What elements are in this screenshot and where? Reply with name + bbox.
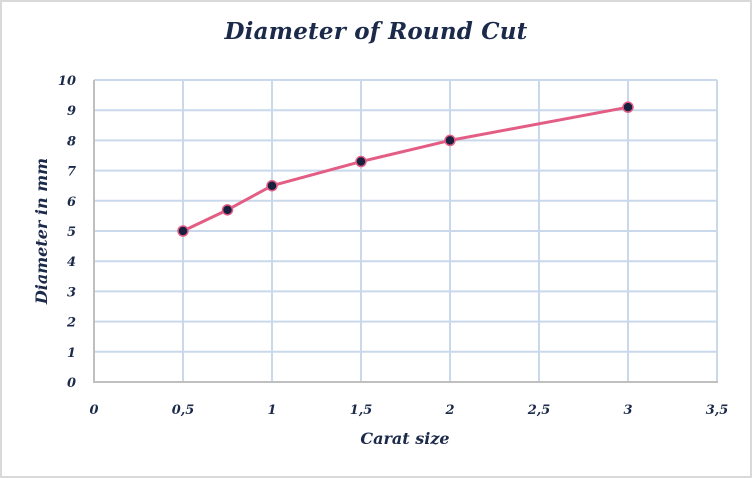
- y-axis-title: Diameter in mm: [32, 158, 51, 305]
- data-point-marker: [266, 179, 278, 192]
- x-tick-label: 0: [89, 403, 98, 418]
- x-tick-label: 1,5: [350, 403, 373, 418]
- chart-title: Diameter of Round Cut: [224, 18, 528, 45]
- y-tick-label: 6: [67, 195, 76, 210]
- y-tick-label: 1: [67, 346, 76, 361]
- y-tick-label: 10: [58, 74, 76, 89]
- y-axis-ticks: 0 1 2 3 4 5 6 7 8 9 10: [58, 74, 76, 391]
- x-tick-label: 1: [267, 403, 276, 418]
- data-point-marker: [177, 225, 189, 237]
- x-tick-label: 2,5: [527, 403, 551, 418]
- x-axis-title: Carat size: [360, 429, 449, 448]
- x-tick-label: 2: [444, 403, 454, 418]
- y-tick-label: 4: [67, 255, 76, 270]
- data-point-marker: [355, 155, 367, 168]
- data-point-marker: [444, 134, 456, 147]
- x-tick-label: 3: [623, 403, 632, 418]
- y-tick-label: 5: [67, 225, 76, 240]
- y-tick-label: 8: [67, 134, 76, 149]
- series-line: [182, 105, 629, 233]
- gridlines: [94, 79, 718, 382]
- x-tick-label: 3,5: [706, 403, 729, 418]
- y-tick-label: 7: [67, 165, 76, 180]
- x-axis-ticks: 0 0,5 1 1,5 2 2,5 3 3,5: [89, 403, 728, 418]
- y-tick-label: 9: [67, 104, 76, 119]
- data-point-marker: [622, 101, 634, 113]
- y-tick-label: 0: [67, 376, 76, 391]
- y-tick-label: 3: [67, 285, 76, 300]
- y-tick-label: 2: [66, 316, 76, 331]
- data-series: [177, 101, 634, 237]
- x-tick-label: 0,5: [172, 403, 195, 418]
- axes: [93, 80, 718, 383]
- data-point-marker: [221, 204, 234, 216]
